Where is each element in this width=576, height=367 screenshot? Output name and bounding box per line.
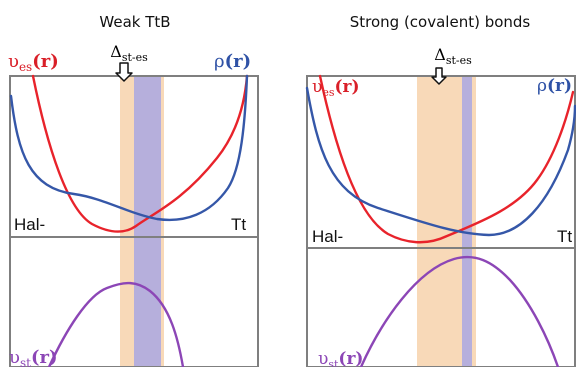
weak-ttb-orange-band: [120, 76, 134, 367]
strong-bond-band-edge: [472, 76, 476, 367]
weak-ttb-delta-subscript: st-es: [122, 51, 148, 64]
weak-ttb-ves-curve: [31, 74, 249, 233]
weak-ttb-vst-symbol: υ: [9, 347, 20, 367]
weak-ttb-tt-label: Tt: [231, 215, 246, 234]
strong-bond-vst-curve: [359, 255, 560, 367]
weak-ttb-vst-subscript: st: [20, 356, 31, 367]
weak-ttb-ves-subscript: es: [19, 60, 32, 74]
strong-bond-vst-subscript: st: [328, 358, 339, 367]
strong-bond-tt-label: Tt: [557, 227, 572, 246]
strong-bond-rho-symbol: ρ: [537, 76, 547, 96]
strong-bond-rho-argument: (r): [547, 76, 572, 96]
weak-ttb-delta-label: Δst-es: [110, 42, 148, 64]
weak-ttb-vst-label: υst(r): [9, 347, 57, 367]
strong-bond-rho-curve: [305, 86, 576, 237]
strong-bond-title: Strong (covalent) bonds: [350, 13, 531, 31]
strong-bond-delta-symbol: Δ: [434, 45, 446, 64]
weak-ttb-ves-label: υes(r): [8, 51, 59, 74]
weak-ttb-purple-band: [134, 76, 161, 367]
strong-bond-delta-label: Δst-es: [434, 45, 472, 67]
weak-ttb-down-arrow-icon: [115, 62, 133, 82]
strong-bond-vst-symbol: υ: [318, 349, 328, 367]
strong-bond-ves-curve: [318, 74, 575, 244]
weak-ttb-rho-symbol: ρ: [214, 51, 225, 72]
weak-ttb-rho-curve: [9, 74, 249, 222]
strong-bond-rho-label: ρ(r): [537, 76, 572, 96]
weak-ttb-title: Weak TtB: [99, 13, 170, 31]
strong-bond-hal-label: Hal-: [312, 227, 343, 246]
strong-bond-down-arrow-icon: [431, 67, 447, 85]
strong-bond-ves-label: υes(r): [312, 77, 360, 99]
weak-ttb-delta-symbol: Δ: [110, 42, 122, 61]
strong-bond-ves-subscript: es: [322, 86, 335, 99]
strong-bond-vst-label: υst(r): [318, 349, 363, 367]
weak-ttb-panel: Weak TtB Δst-es υes(r) ρ(r) Hal- Tt υst(…: [8, 13, 259, 367]
strong-bond-ves-argument: (r): [335, 77, 360, 97]
weak-ttb-frame: [9, 75, 259, 367]
weak-ttb-vst-curve: [47, 281, 185, 367]
strong-bond-vst-argument: (r): [338, 349, 363, 367]
weak-ttb-rho-argument: (r): [225, 51, 252, 72]
weak-ttb-ves-argument: (r): [32, 51, 59, 72]
weak-ttb-ves-symbol: υ: [8, 51, 19, 72]
weak-ttb-band-edge: [161, 76, 164, 367]
strong-bond-ves-symbol: υ: [312, 77, 322, 97]
strong-bond-purple-band: [462, 76, 472, 367]
weak-ttb-hal-label: Hal-: [14, 215, 45, 234]
weak-ttb-rho-label: ρ(r): [214, 51, 251, 72]
weak-ttb-vst-argument: (r): [31, 347, 58, 367]
strong-bond-delta-subscript: st-es: [446, 54, 472, 67]
strong-bond-panel: Strong (covalent) bonds Δst-es υes(r) ρ(…: [305, 13, 576, 367]
